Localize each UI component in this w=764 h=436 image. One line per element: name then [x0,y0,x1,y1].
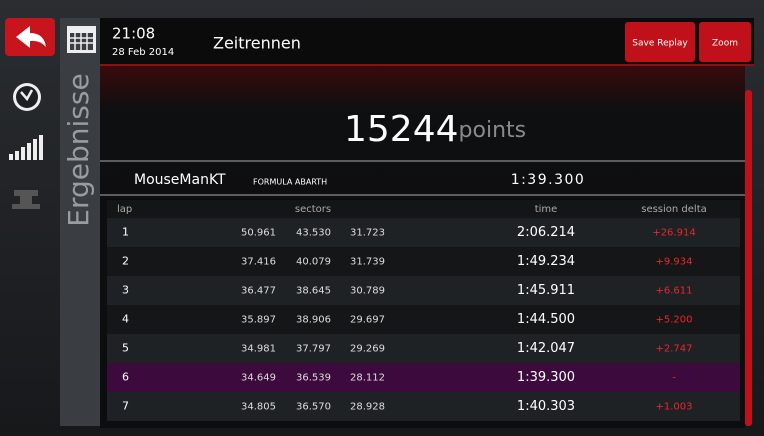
lap-number: 2 [122,255,129,268]
table-row [107,392,740,421]
sector-time: 34.649 [241,373,276,384]
sector-time: 31.723 [350,228,385,239]
column-header: time [535,204,558,215]
section-label: Ergebnisse [62,73,95,226]
table-body: 1 50.961 43.530 31.723 2:06.214 +26.914 2 37.41… [107,218,740,421]
car-name: FORMULA ABARTH [253,178,327,187]
lap-number: 3 [122,284,129,297]
score-unit: points [459,118,527,143]
sector-time: 37.416 [241,257,276,268]
stats-icon[interactable] [9,135,43,160]
session-delta: +2.747 [655,344,692,355]
lap-number: 1 [122,226,129,239]
car-icon[interactable] [12,190,40,209]
zoom-button[interactable]: Zoom [699,22,751,62]
table-row [107,305,740,334]
scrollbar[interactable] [745,90,752,426]
clock-icon[interactable] [13,83,41,111]
lap-number: 5 [122,342,129,355]
save-replay-button[interactable]: Save Replay [625,22,695,62]
button-label: Save Replay [632,39,688,49]
table-row [107,363,740,392]
score: 15244points [344,109,526,150]
session-delta: - [672,373,676,384]
session-delta: +5.200 [655,315,692,326]
lap-time: 1:39.300 [517,370,575,385]
button-label: Zoom [712,39,738,49]
sector-time: 36.477 [241,286,276,297]
sector-time: 30.789 [350,286,385,297]
table-row [107,247,740,276]
page-title: Zeitrennen [213,34,301,53]
lap-number: 6 [122,371,129,384]
sector-time: 34.805 [241,402,276,413]
sector-time: 29.697 [350,315,385,326]
session-delta: +6.611 [655,286,692,297]
sector-time: 34.981 [241,344,276,355]
header-rule [100,64,754,66]
lap-time: 1:42.047 [517,341,575,356]
table-row [107,218,740,247]
sector-time: 38.645 [296,286,331,297]
sector-time: 29.269 [350,344,385,355]
sector-time: 40.079 [296,257,331,268]
lap-time: 2:06.214 [517,225,575,240]
sector-time: 31.739 [350,257,385,268]
lap-time: 1:49.234 [517,254,575,269]
driver-name: MouseManKT [134,172,226,188]
date: 28 Feb 2014 [112,47,174,58]
sector-time: 38.906 [296,315,331,326]
session-delta: +1.003 [655,402,692,413]
sector-time: 28.112 [350,373,385,384]
back-button[interactable] [5,18,55,56]
clock-time: 21:08 [112,25,155,43]
lap-number: 4 [122,313,129,326]
sector-time: 36.570 [296,402,331,413]
sector-time: 43.530 [296,228,331,239]
lap-number: 7 [122,400,129,413]
best-time: 1:39.300 [511,172,586,188]
table-header [107,200,740,218]
session-delta: +26.914 [652,228,695,239]
sector-time: 50.961 [241,228,276,239]
column-header: sectors [295,204,331,215]
table-row [107,334,740,363]
sector-time: 35.897 [241,315,276,326]
column-header: lap [117,204,132,215]
session-delta: +9.934 [655,257,692,268]
sector-time: 36.539 [296,373,331,384]
sector-time: 28.928 [350,402,385,413]
score-value: 15244 [344,109,459,150]
column-header: session delta [641,204,707,215]
table-row [107,276,740,305]
side-strip [60,18,100,426]
lap-time: 1:45.911 [517,283,575,298]
calendar-icon[interactable] [67,26,96,53]
lap-time: 1:40.303 [517,399,575,414]
lap-time: 1:44.500 [517,312,575,327]
sector-time: 37.797 [296,344,331,355]
